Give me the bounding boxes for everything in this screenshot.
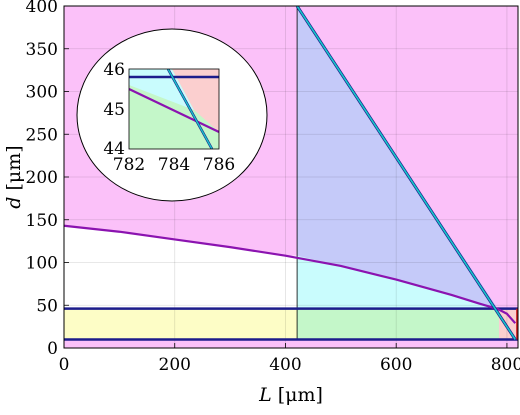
inset-y-ticks: 46 45 44 [103,60,125,159]
y-tick-label: 200 [26,168,58,188]
x-tick-label: 800 [491,355,520,375]
y-tick-label: 150 [26,211,58,231]
x-axis: 0 200 400 600 800 [59,343,520,375]
purple-curve [64,224,517,324]
green-region [297,308,500,340]
inset-cyan-region [129,69,194,110]
inset-diagonal [167,69,213,149]
inset-x-ticks: 782 784 786 [113,155,235,175]
y-tick-label: 250 [26,125,58,145]
y-tick-label: 50 [36,296,58,316]
yellow-region [64,308,298,340]
inset-y-tick-label: 45 [103,100,125,120]
inset-purple-line [129,88,219,133]
y-axis-label: d [μm] [3,145,25,208]
inset-x-tick-label: 784 [158,155,190,175]
inset-frame [128,68,220,150]
inset-red-region [172,69,219,132]
y-axis: 0 50 100 150 200 250 300 350 400 [26,0,69,359]
inset-x-tick-label: 782 [113,155,145,175]
x-tick-label: 400 [269,355,301,375]
y-tick-label: 100 [26,254,58,274]
x-tick-label: 0 [59,355,70,375]
y-tick-label: 300 [26,83,58,103]
inset-y-tick-label: 46 [103,60,125,80]
x-axis-label: L [μm] [258,384,323,406]
y-tick-label: 0 [47,339,58,359]
y-tick-label: 400 [26,0,58,17]
y-tick-label: 350 [26,40,58,60]
x-tick-label: 600 [380,355,412,375]
inset-x-tick-label: 786 [203,155,235,175]
inset-y-tick-label: 44 [103,139,125,159]
cyan-region [297,255,500,310]
diagonal-line [296,6,516,340]
x-tick-label: 200 [159,355,191,375]
red-region [499,308,518,340]
white-region [64,225,298,309]
